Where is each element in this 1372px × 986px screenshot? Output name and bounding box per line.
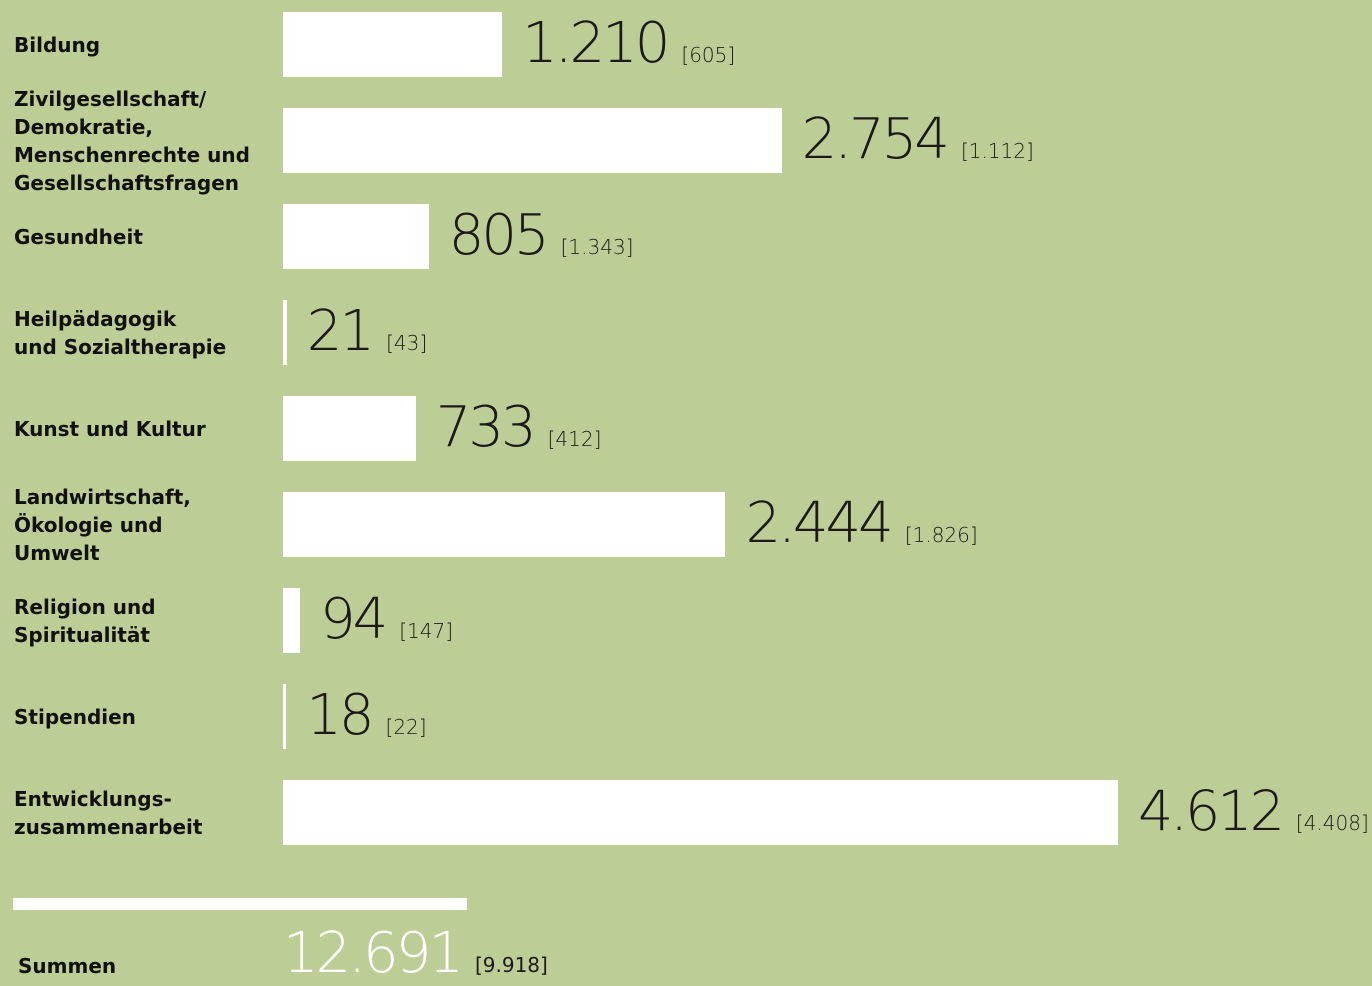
bar — [283, 588, 301, 653]
value-label-group: 4.612 [4.408] — [1138, 782, 1369, 842]
bar — [283, 300, 287, 365]
bar — [283, 204, 429, 269]
category-label: Stipendien — [14, 704, 136, 729]
value-label: 94 — [320, 587, 388, 652]
previous-value-label: [1.112] — [960, 139, 1034, 163]
category-label: Bildung — [14, 32, 101, 57]
value-label: 18 — [306, 683, 374, 748]
category-label: Heilpädagogik und Sozialtherapie — [14, 306, 227, 359]
bar — [283, 492, 726, 557]
value-label-group: 2.444 [1.826] — [745, 494, 977, 554]
value-label-group: 21 [43] — [307, 302, 427, 362]
value-label-group: 805 [1.343] — [449, 206, 634, 266]
bar — [283, 396, 416, 461]
bar — [283, 108, 782, 173]
total-value: 12.691 — [283, 921, 464, 986]
value-label-group: 18 [22] — [306, 686, 426, 746]
total-bar — [13, 898, 467, 910]
previous-value-label: [605] — [681, 43, 736, 67]
category-label: Kunst und Kultur — [14, 416, 206, 441]
total-previous-value: [9.918] — [474, 953, 548, 977]
previous-value-label: [43] — [386, 331, 428, 355]
category-label: Entwicklungs-zusammenarbeit — [14, 786, 203, 839]
previous-value-label: [1.826] — [904, 523, 978, 547]
previous-value-label: [412] — [547, 427, 602, 451]
bar — [283, 684, 287, 749]
value-label-group: 1.210 [605] — [522, 14, 735, 74]
value-label: 805 — [448, 203, 550, 268]
category-label: Religion und Spiritualität — [14, 594, 156, 647]
value-label: 21 — [306, 299, 375, 364]
value-label: 2.444 — [745, 491, 893, 556]
value-label-group: 2.754 [1.112] — [802, 110, 1034, 170]
value-label-group: 94 [147] — [320, 590, 453, 650]
category-label: Landwirtschaft, Ökologie und Umwelt — [14, 484, 191, 565]
total-value-group: 12.691 [9.918] — [283, 924, 548, 984]
bar — [283, 12, 503, 77]
value-label-group: 733 [412] — [436, 398, 602, 458]
value-label: 2.754 — [801, 107, 950, 172]
bar — [283, 780, 1118, 845]
previous-value-label: [1.343] — [560, 235, 634, 259]
category-label: Zivilgesellschaft/Demokratie, Menschenrec… — [14, 86, 250, 195]
value-label: 733 — [435, 395, 537, 460]
previous-value-label: [22] — [385, 715, 427, 739]
category-label: Gesundheit — [14, 224, 143, 249]
value-label: 4.612 — [1138, 779, 1285, 844]
previous-value-label: [147] — [399, 619, 454, 643]
previous-value-label: [4.408] — [1295, 811, 1369, 835]
value-label: 1.210 — [522, 11, 670, 76]
total-label: Summen — [18, 954, 117, 978]
